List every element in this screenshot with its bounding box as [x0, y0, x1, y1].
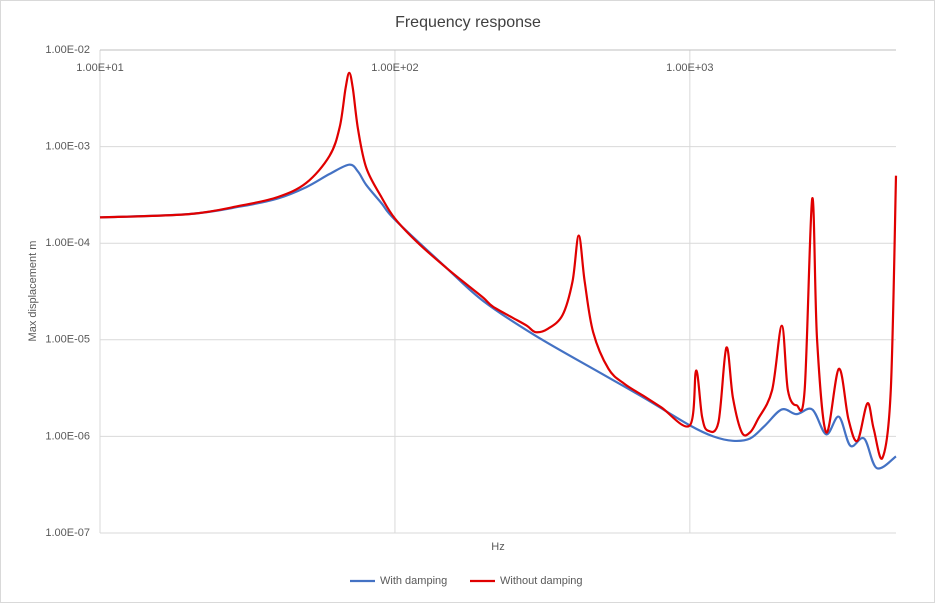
y-tick-label: 1.00E-03: [45, 141, 90, 153]
x-tick-label: 1.00E+03: [666, 62, 713, 74]
y-tick-label: 1.00E-06: [45, 430, 90, 442]
y-tick-label: 1.00E-05: [45, 334, 90, 346]
y-axis-title: Max displacement m: [27, 241, 39, 342]
y-tick-label: 1.00E-04: [45, 237, 90, 249]
legend-label: Without damping: [500, 575, 583, 587]
series-line: [99, 163, 897, 470]
x-tick-label: 1.00E+01: [76, 62, 123, 74]
legend-label: With damping: [380, 575, 447, 587]
y-tick-label: 1.00E-02: [45, 44, 90, 56]
chart-title: Frequency response: [395, 14, 541, 31]
series-line: [99, 71, 898, 460]
x-axis-title: Hz: [491, 541, 504, 553]
x-tick-label: 1.00E+02: [371, 62, 418, 74]
y-tick-label: 1.00E-07: [45, 527, 90, 539]
